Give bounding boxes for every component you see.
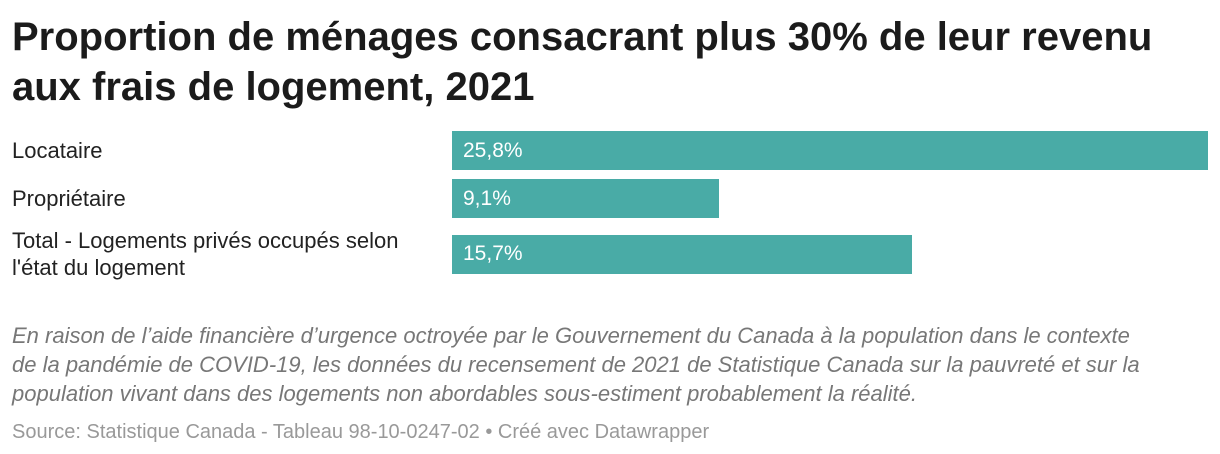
bar-chart: Locataire 25,8% Propriétaire 9,1% Total - Lo… [12, 131, 1208, 281]
category-label: Propriétaire [12, 186, 126, 211]
value-label: 15,7% [463, 242, 523, 265]
bar-row: Locataire 25,8% [12, 131, 1208, 170]
category-label: Locataire [12, 138, 103, 163]
source-label: Source: [12, 421, 81, 443]
source-link[interactable]: Statistique Canada - Tableau 98-10-0247-… [86, 421, 480, 443]
bar-row: Propriétaire 9,1% [12, 179, 1208, 218]
bar: 25,8% [452, 131, 1208, 170]
bar-track: 9,1% [452, 179, 1208, 218]
bar-row: Total - Logements privés occupés selon l… [12, 227, 1208, 281]
category-label: Total - Logements privés occupés selon l… [12, 228, 399, 280]
value-label: 9,1% [463, 186, 511, 210]
value-label: 25,8% [463, 138, 523, 162]
bar-track: 25,8% [452, 131, 1208, 170]
bar: 15,7% [452, 234, 913, 274]
made-with-datawrapper-link[interactable]: Créé avec Datawrapper [497, 421, 710, 443]
chart-note: En raison de l’aide financière d’urgence… [12, 323, 1140, 406]
chart-footer: Source: Statistique Canada - Tableau 98-… [12, 420, 1208, 444]
footer-separator: • [485, 421, 493, 443]
bar: 9,1% [452, 179, 719, 218]
chart-title: Proportion de ménages consacrant plus 30… [12, 15, 1153, 109]
bar-track: 15,7% [452, 234, 1208, 274]
